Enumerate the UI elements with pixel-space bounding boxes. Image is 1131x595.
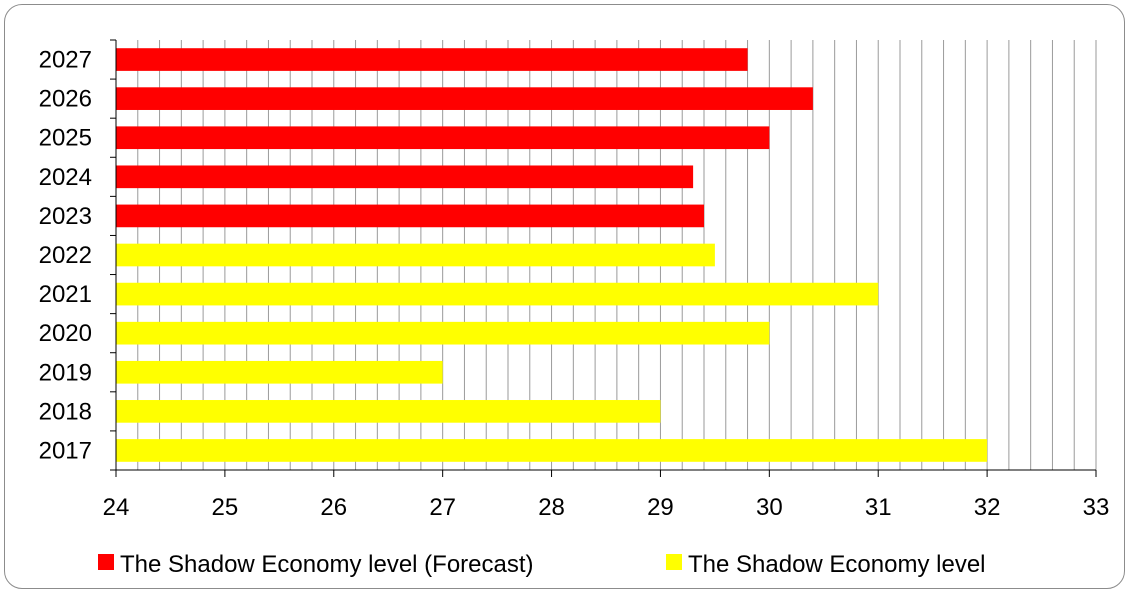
x-tick-label: 32 [974,494,1001,521]
bar-2021 [116,282,879,306]
bar-2019 [116,360,443,384]
x-tick-labels: 24 25 26 27 28 29 30 31 32 33 [103,494,1110,521]
bar-2025 [116,126,770,150]
x-tick-label: 24 [103,494,130,521]
bar-2020 [116,321,770,345]
legend-swatch-actual [666,554,682,570]
y-tick-label: 2024 [39,164,92,191]
bar-2018 [116,400,661,423]
x-tick-label: 27 [429,494,456,521]
y-tick-labels: 2017 2018 2019 2020 2021 2022 2023 2024 2025 2026… [39,47,92,465]
bar-2027 [116,48,748,71]
x-tick-label: 31 [865,494,892,521]
x-tick-label: 33 [1083,494,1110,521]
legend-label-forecast: The Shadow Economy level (Forecast) [120,551,534,578]
bar-2017 [116,439,988,462]
axes [110,39,1097,477]
bar-2026 [116,87,813,110]
y-tick-label: 2021 [39,281,92,308]
legend: The Shadow Economy level (Forecast) The … [98,551,986,578]
y-tick-label: 2018 [39,398,92,425]
legend-swatch-forecast [98,554,114,570]
x-tick-label: 25 [212,494,239,521]
y-tick-label: 2026 [39,86,92,113]
y-tick-label: 2019 [39,359,92,386]
x-tick-label: 30 [756,494,783,521]
y-tick-label: 2027 [39,47,92,74]
bar-2022 [116,243,715,267]
legend-label-actual: The Shadow Economy level [688,551,986,578]
y-tick-label: 2017 [39,437,92,464]
bars [116,48,988,462]
x-tick-label: 29 [647,494,674,521]
bar-2024 [116,165,694,189]
bar-2023 [116,204,704,228]
y-tick-label: 2020 [39,320,92,347]
x-tick-label: 26 [320,494,347,521]
y-tick-label: 2022 [39,242,92,269]
y-tick-label: 2025 [39,125,92,152]
x-tick-label: 28 [538,494,565,521]
y-tick-label: 2023 [39,203,92,230]
